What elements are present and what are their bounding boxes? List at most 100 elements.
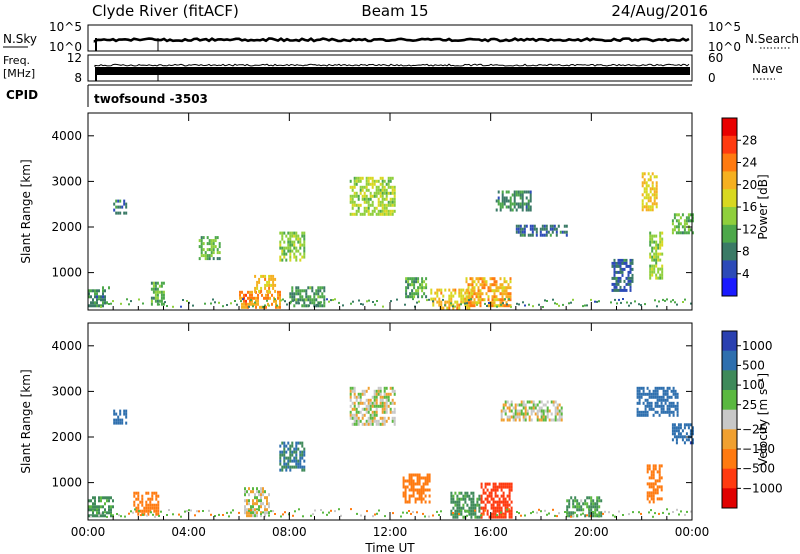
data-cell xyxy=(299,456,302,460)
colorbar-swatch xyxy=(722,449,737,470)
data-cell xyxy=(679,426,682,430)
data-cell xyxy=(594,505,597,509)
data-cell xyxy=(438,297,441,301)
data-cell xyxy=(674,392,677,396)
data-cell xyxy=(518,415,521,419)
data-cell xyxy=(375,395,378,399)
data-cell xyxy=(412,511,414,514)
data-cell xyxy=(661,240,664,244)
cpid-label: CPID xyxy=(6,88,38,102)
data-cell xyxy=(648,392,651,396)
data-cell xyxy=(649,231,652,235)
data-cell xyxy=(528,406,531,410)
data-cell xyxy=(654,395,657,399)
data-cell xyxy=(208,254,211,258)
data-cell xyxy=(379,200,382,204)
data-cell xyxy=(98,505,100,509)
data-cell xyxy=(281,453,284,457)
data-cell xyxy=(629,258,632,262)
data-cell xyxy=(268,283,271,287)
data-cell xyxy=(270,277,273,281)
data-cell xyxy=(464,494,467,498)
data-cell xyxy=(623,267,626,271)
data-cell xyxy=(460,297,463,301)
data-cell xyxy=(676,508,678,511)
data-cell xyxy=(281,249,284,253)
data-cell xyxy=(90,515,92,518)
data-cell xyxy=(658,476,661,480)
data-cell xyxy=(291,249,294,253)
data-cell xyxy=(509,208,512,212)
data-cell xyxy=(675,438,678,442)
data-cell xyxy=(387,398,390,402)
data-cell xyxy=(369,404,372,408)
data-cell xyxy=(617,261,620,265)
data-cell xyxy=(470,503,473,507)
data-cell xyxy=(518,303,520,306)
data-cell xyxy=(683,441,686,445)
data-cell xyxy=(360,514,362,517)
data-cell xyxy=(147,509,150,513)
data-cell xyxy=(500,500,503,504)
data-cell xyxy=(375,194,378,198)
data-cell xyxy=(477,301,480,305)
data-cell xyxy=(408,473,411,477)
data-cell xyxy=(381,182,384,186)
data-cell xyxy=(690,510,692,513)
data-cell xyxy=(162,296,165,300)
data-cell xyxy=(125,412,128,416)
data-cell xyxy=(458,497,461,501)
data-cell xyxy=(486,497,489,501)
data-cell xyxy=(365,422,368,426)
data-cell xyxy=(365,209,368,213)
data-cell xyxy=(521,208,524,212)
data-cell xyxy=(494,500,497,504)
data-cell xyxy=(653,264,656,268)
data-cell xyxy=(458,491,461,495)
y-tick-label: 1000 xyxy=(51,266,82,280)
data-cell xyxy=(668,512,670,515)
data-cell xyxy=(511,208,514,212)
data-cell xyxy=(416,476,419,480)
data-cell xyxy=(270,283,273,287)
data-cell xyxy=(548,512,550,515)
data-cell xyxy=(256,511,258,515)
data-cell xyxy=(383,212,386,216)
data-cell xyxy=(666,410,669,414)
data-cell xyxy=(303,237,306,241)
data-cell xyxy=(406,479,409,483)
data-cell xyxy=(357,395,360,399)
data-cell xyxy=(586,304,588,307)
data-cell xyxy=(279,459,282,463)
data-cell xyxy=(365,206,368,210)
data-cell xyxy=(458,509,461,513)
data-cell xyxy=(458,506,461,510)
data-cell xyxy=(295,255,298,259)
data-cell xyxy=(625,258,628,262)
colorbar-label: Power [dB] xyxy=(756,174,770,239)
data-cell xyxy=(383,392,386,396)
data-cell xyxy=(508,409,511,413)
data-cell xyxy=(295,231,298,235)
data-cell xyxy=(94,496,96,500)
data-cell xyxy=(554,406,557,410)
data-cell xyxy=(297,237,300,241)
data-cell xyxy=(673,435,676,439)
data-cell xyxy=(260,513,262,516)
data-cell xyxy=(509,286,512,290)
data-cell xyxy=(642,413,645,417)
data-cell xyxy=(522,406,525,410)
data-cell xyxy=(115,205,118,209)
data-cell xyxy=(377,185,380,189)
nave-label: Nave xyxy=(752,62,783,76)
data-cell xyxy=(267,302,269,306)
data-cell xyxy=(385,392,388,396)
data-cell xyxy=(279,296,281,300)
data-cell xyxy=(477,289,480,293)
data-cell xyxy=(133,494,136,498)
data-cell xyxy=(651,240,654,244)
data-cell xyxy=(407,286,410,290)
data-cell xyxy=(500,509,503,513)
data-cell xyxy=(289,459,292,463)
